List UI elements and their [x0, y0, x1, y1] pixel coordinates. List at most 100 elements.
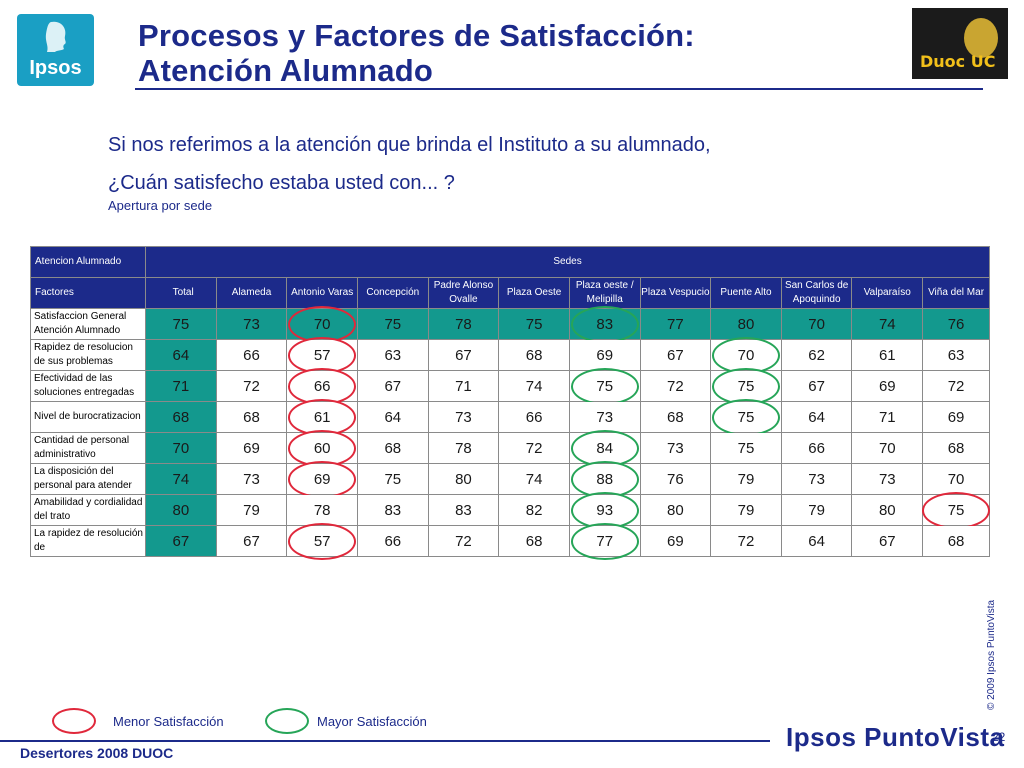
- ipsos-puntovista-logo: Ipsos PuntoVista: [786, 722, 1005, 752]
- cell-value: 67: [455, 346, 472, 364]
- value-cell: 68: [498, 525, 570, 557]
- value-cell: 67: [851, 525, 924, 557]
- value-cell: 68: [922, 525, 990, 557]
- cell-value: 75: [737, 439, 755, 457]
- cell-value: 72: [737, 532, 755, 550]
- table-row: Nivel de burocratizacion 68 68 61 64 73 66 73 68…: [29, 399, 990, 436]
- highest-satisfaction-marker: [712, 399, 780, 436]
- column-header: Antonio Varas: [286, 277, 358, 309]
- total-cell: 68: [145, 401, 217, 433]
- value-cell: 83: [568, 306, 641, 343]
- cell-value: 73: [596, 408, 614, 426]
- total-cell: 70: [145, 432, 217, 464]
- value-cell: 70: [286, 306, 358, 343]
- value-cell: 69: [922, 401, 990, 433]
- cell-value: 74: [172, 470, 190, 488]
- cell-value: 79: [737, 501, 755, 519]
- lowest-satisfaction-marker: [288, 523, 357, 560]
- footer-divider: [0, 740, 770, 742]
- column-header: Valparaíso: [851, 277, 924, 309]
- value-cell: 67: [356, 370, 429, 402]
- value-cell: 73: [780, 463, 853, 495]
- cell-value: 67: [243, 532, 260, 550]
- legend-red-label: Menor Satisfacción: [113, 714, 224, 729]
- highest-satisfaction-marker: [570, 523, 639, 560]
- cell-value: 63: [947, 346, 965, 364]
- cell-value: 70: [878, 439, 896, 457]
- head-profile-icon: [45, 21, 66, 52]
- column-header: San Carlos de Apoquindo: [780, 277, 853, 309]
- value-cell: 80: [710, 308, 782, 340]
- cell-value: 80: [878, 501, 896, 519]
- cell-value: 68: [667, 408, 684, 426]
- value-cell: 80: [851, 494, 924, 526]
- satisfaction-table: Atencion Alumnado Sedes Factores Total Al…: [29, 246, 991, 560]
- column-header: Padre Alonso Ovalle: [427, 277, 500, 309]
- cell-value: 72: [455, 532, 472, 550]
- legend-red-oval-icon: [52, 708, 96, 734]
- value-cell: 67: [427, 339, 500, 371]
- value-cell: 72: [498, 432, 570, 464]
- value-cell: 64: [780, 525, 853, 557]
- value-cell: 75: [356, 308, 429, 340]
- cell-value: 75: [384, 315, 402, 333]
- value-cell: 66: [780, 432, 853, 464]
- value-cell: 61: [851, 339, 924, 371]
- cell-value: 64: [808, 532, 825, 550]
- cell-value: 82: [525, 501, 543, 519]
- title-divider: [135, 88, 983, 90]
- value-cell: 68: [215, 401, 288, 433]
- lowest-satisfaction-marker: [288, 461, 357, 498]
- page-title: Procesos y Factores de Satisfacción: Ate…: [138, 18, 695, 88]
- column-header: Puente Alto: [710, 277, 782, 309]
- row-label: Efectividad de las soluciones entregadas: [29, 370, 147, 402]
- factores-label: Factores: [29, 277, 147, 309]
- cell-value: 71: [878, 408, 896, 426]
- column-header: Alameda: [215, 277, 288, 309]
- value-cell: 72: [922, 370, 990, 402]
- cell-value: 70: [947, 470, 965, 488]
- cell-value: 64: [384, 408, 402, 426]
- question-line-2: ¿Cuán satisfecho estaba usted con... ?: [108, 172, 455, 194]
- value-cell: 80: [427, 463, 500, 495]
- cell-value: 68: [525, 346, 543, 364]
- value-cell: 57: [286, 337, 358, 374]
- table-row: Cantidad de personal administrativo 70 69 6…: [29, 430, 990, 467]
- cell-value: 68: [525, 532, 543, 550]
- value-cell: 63: [922, 339, 990, 371]
- duoc-logo: Duoc UC: [912, 8, 1008, 79]
- table-row: Efectividad de las soluciones entregadas…: [29, 368, 990, 405]
- cell-value: 80: [737, 315, 755, 333]
- value-cell: 64: [356, 401, 429, 433]
- cell-value: 67: [172, 532, 190, 550]
- value-cell: 72: [710, 525, 782, 557]
- value-cell: 71: [851, 401, 924, 433]
- copyright-text: © 2009 Ipsos PuntoVista: [986, 599, 997, 710]
- cell-value: 83: [384, 501, 402, 519]
- seal-icon: [964, 18, 998, 58]
- cell-value: 83: [455, 501, 472, 519]
- ipsos-logo-text: Ipsos: [29, 57, 82, 79]
- value-cell: 83: [356, 494, 429, 526]
- value-cell: 79: [780, 494, 853, 526]
- cell-value: 73: [243, 470, 260, 488]
- row-label: Nivel de burocratizacion: [29, 401, 147, 433]
- value-cell: 69: [639, 525, 712, 557]
- cell-value: 75: [525, 315, 543, 333]
- title-line-2: Atención Alumnado: [138, 53, 434, 88]
- survey-question: Si nos referimos a la atención que brind…: [108, 126, 711, 202]
- highest-satisfaction-marker: [570, 368, 639, 405]
- cell-value: 64: [172, 346, 190, 364]
- table-row: Rapidez de resolucion de sus problemas 64…: [29, 337, 990, 374]
- cell-value: 76: [667, 470, 684, 488]
- value-cell: 70: [922, 463, 990, 495]
- value-cell: 78: [427, 308, 500, 340]
- question-line-1: Si nos referimos a la atención que brind…: [108, 134, 711, 156]
- subtitle: Apertura por sede: [108, 198, 213, 213]
- table-row: La rapidez de resolución de 67 67 57 66 72 68 7…: [29, 523, 990, 560]
- total-cell: 74: [145, 463, 217, 495]
- row-label: La rapidez de resolución de: [29, 525, 147, 557]
- value-cell: 66: [498, 401, 570, 433]
- cell-value: 79: [243, 501, 260, 519]
- value-cell: 75: [710, 432, 782, 464]
